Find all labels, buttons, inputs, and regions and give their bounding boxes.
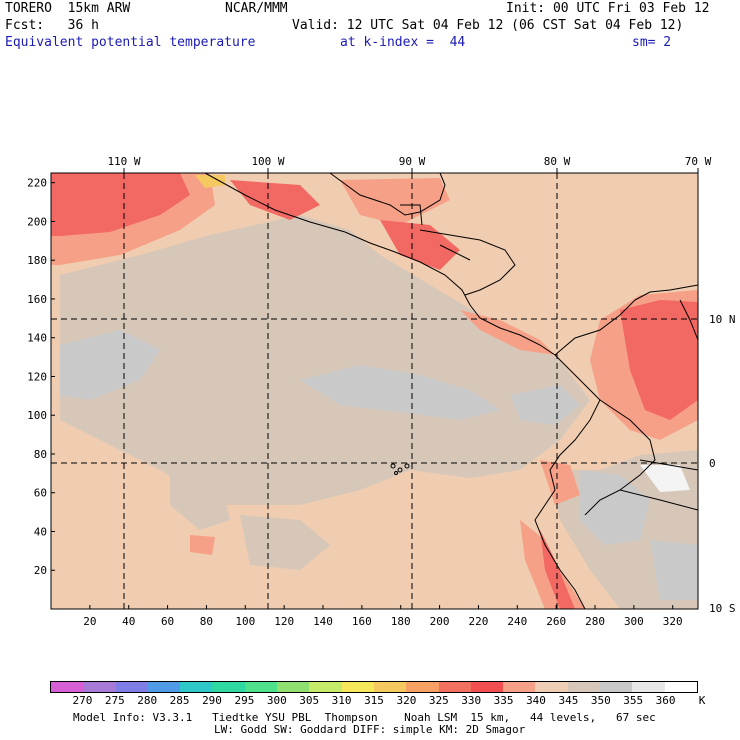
- field-name: Equivalent potential temperature: [5, 35, 256, 50]
- center-name: NCAR/MMM: [225, 1, 288, 16]
- y-tick-label: 120: [27, 370, 47, 383]
- x-tick-label: 320: [663, 615, 683, 628]
- x-tick-label: 40: [122, 615, 135, 628]
- y-tick-label: 140: [27, 332, 47, 345]
- bottom-tick-labels: 20 40 60 80 100 120 140 160 180 200 220 240 260 280 30…: [83, 605, 683, 628]
- x-tick-label: 280: [585, 615, 605, 628]
- colorbar-label: 350: [590, 694, 611, 707]
- lon-label: 100 W: [251, 155, 284, 168]
- x-tick-label: 260: [546, 615, 566, 628]
- x-tick-label: 220: [469, 615, 489, 628]
- colorbar-label: 280: [137, 694, 158, 707]
- init-time: Init: 00 UTC Fri 03 Feb 12: [506, 1, 710, 16]
- x-tick-label: 100: [235, 615, 255, 628]
- lat-lon-grid: [51, 173, 698, 609]
- colorbar-swatch: [503, 682, 536, 692]
- level-label: at k-index = 44: [340, 35, 466, 50]
- colorbar-swatch: [341, 682, 374, 692]
- y-tick-label: 200: [27, 215, 47, 228]
- y-tick-label: 220: [27, 177, 47, 190]
- colorbar-label: 345: [558, 694, 579, 707]
- y-tick-label: 100: [27, 409, 47, 422]
- colorbar-swatch: [51, 682, 84, 692]
- x-tick-label: 240: [507, 615, 527, 628]
- colorbar-label: 330: [461, 694, 482, 707]
- colorbar-swatch: [277, 682, 310, 692]
- colorbar-swatch: [212, 682, 245, 692]
- colorbar-swatch: [438, 682, 471, 692]
- lon-label: 70 W: [685, 155, 712, 168]
- colorbar-swatch: [535, 682, 568, 692]
- colorbar-unit: K: [698, 694, 706, 707]
- x-tick-label: 160: [352, 615, 372, 628]
- colorbar-swatch: [180, 682, 213, 692]
- colorbar-swatch: [406, 682, 439, 692]
- colorbar-label: 325: [428, 694, 449, 707]
- y-tick-label: 80: [34, 448, 47, 461]
- colorbar-label: 335: [493, 694, 514, 707]
- colorbar-label: 305: [299, 694, 320, 707]
- x-tick-label: 300: [624, 615, 644, 628]
- colorbar-label: 360: [655, 694, 676, 707]
- colorbar-label: 320: [396, 694, 417, 707]
- x-tick-label: 140: [313, 615, 333, 628]
- colorbar-label: 290: [202, 694, 222, 707]
- colorbar-swatch: [470, 682, 504, 692]
- physics-info-line: LW: Godd SW: Goddard DIFF: simple KM: 2D…: [214, 723, 526, 736]
- x-tick-label: 20: [83, 615, 96, 628]
- colorbar-label: 270: [72, 694, 93, 707]
- colorbar-swatch: [632, 682, 665, 692]
- colorbar-swatch: [373, 682, 407, 692]
- y-tick-label: 180: [27, 254, 47, 267]
- colorbar-label: 315: [364, 694, 384, 707]
- left-tick-labels: 220 200 180 160 140 120 100 80 60 40 20: [27, 177, 55, 577]
- lon-label: 80 W: [544, 155, 571, 168]
- forecast-hour: Fcst: 36 h: [5, 18, 99, 33]
- lon-label: 90 W: [399, 155, 426, 168]
- theta-e-325-region: [195, 175, 225, 188]
- colorbar-label: 300: [266, 694, 287, 707]
- colorbar-swatch: [115, 682, 148, 692]
- lat-label: 0: [709, 457, 716, 470]
- colorbar-swatch: [147, 682, 181, 692]
- colorbar-swatch: [83, 682, 116, 692]
- x-tick-label: 180: [391, 615, 411, 628]
- lon-label: 110 W: [107, 155, 140, 168]
- y-tick-label: 20: [34, 564, 47, 577]
- x-tick-label: 200: [430, 615, 450, 628]
- colorbar-label: 285: [169, 694, 190, 707]
- colorbar-swatch: [600, 682, 633, 692]
- theta-e-360-region: [640, 465, 690, 492]
- theta-e-350-region: [60, 330, 698, 600]
- model-info-line: Model Info: V3.3.1 Tiedtke YSU PBL Thomp…: [73, 711, 656, 724]
- model-title: TORERO 15km ARW: [5, 1, 131, 16]
- theta-e-330-region: [51, 173, 698, 609]
- y-tick-label: 60: [34, 487, 47, 500]
- colorbar-swatch: [567, 682, 601, 692]
- galapagos-islands: [390, 463, 410, 475]
- y-tick-label: 160: [27, 293, 47, 306]
- x-tick-label: 80: [200, 615, 213, 628]
- colorbar-swatch: [664, 682, 697, 692]
- lat-label: 10 N: [709, 313, 736, 326]
- colorbar-label: 310: [331, 694, 352, 707]
- valid-time: Valid: 12 UTC Sat 04 Feb 12 (06 CST Sat …: [292, 18, 684, 33]
- smoothing-label: sm= 2: [632, 35, 672, 50]
- map-panel: 110 W 100 W 90 W 80 W 70 W 10 N 0 10 S 2…: [27, 155, 736, 628]
- colorbar: [50, 681, 698, 693]
- x-tick-label: 120: [274, 615, 294, 628]
- map-frame: [50, 172, 699, 610]
- colorbar-label: 340: [526, 694, 546, 707]
- top-tick-marks: [123, 168, 699, 173]
- lat-label: 10 S: [709, 602, 736, 615]
- colorbar-label: 355: [623, 694, 644, 707]
- x-tick-label: 60: [161, 615, 174, 628]
- colorbar-swatch: [309, 682, 342, 692]
- colorbar-label: 275: [104, 694, 125, 707]
- colorbar-label: 295: [234, 694, 255, 707]
- colorbar-swatch: [244, 682, 278, 692]
- y-tick-label: 40: [34, 525, 47, 538]
